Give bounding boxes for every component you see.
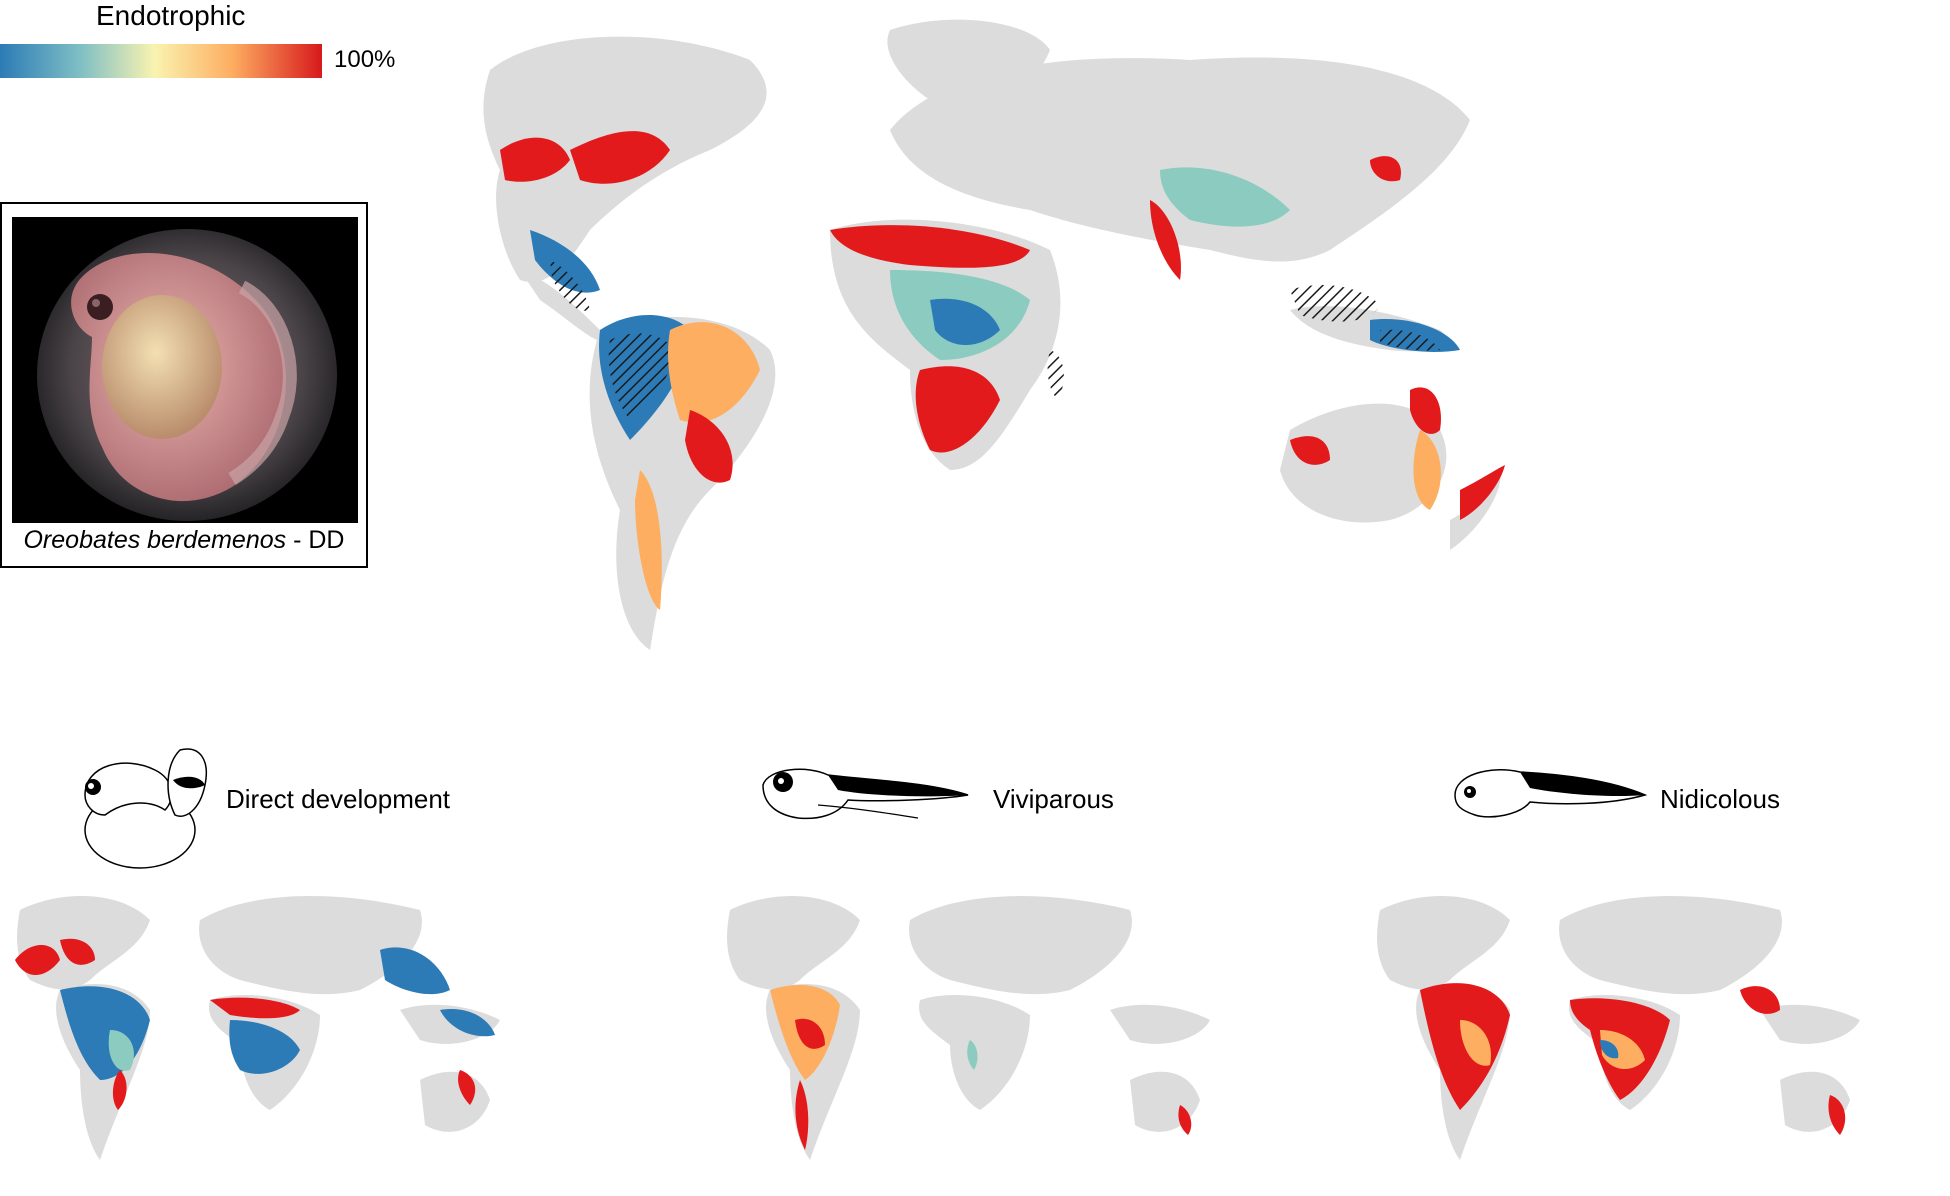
mode-label-nidicolous: Nidicolous <box>1660 784 1780 814</box>
endotrophic-richness-layer <box>1420 983 1846 1135</box>
species-name: Oreobates berdemenos <box>23 526 287 554</box>
viviparous-tadpole-icon <box>762 768 969 820</box>
photo-caption: Oreobates berdemenos - DD <box>2 526 366 555</box>
legend-max-label: 100% <box>334 46 396 73</box>
endotrophic-richness-layer <box>500 131 1505 610</box>
endotrophic-richness-layer <box>770 985 1192 1150</box>
main-world-map <box>483 19 1505 650</box>
map-direct-development <box>15 896 500 1160</box>
map-nidicolous <box>1377 896 1860 1160</box>
legend-title: Endotrophic <box>96 0 246 31</box>
endotrophic-richness-layer <box>15 938 495 1110</box>
nidicolous-tadpole-icon <box>1454 769 1648 818</box>
mode-label-viviparous: Viviparous <box>993 784 1114 814</box>
iucn-status: - DD <box>293 526 345 554</box>
embryo-image <box>37 229 337 521</box>
legend-color-scale <box>0 44 322 78</box>
mode-label-direct-development: Direct development <box>226 784 450 814</box>
species-photo-panel: Oreobates berdemenos - DD <box>0 202 368 568</box>
embryo-photo <box>12 217 358 523</box>
map-viviparous <box>727 896 1210 1160</box>
direct-development-embryo-icon <box>84 748 207 869</box>
